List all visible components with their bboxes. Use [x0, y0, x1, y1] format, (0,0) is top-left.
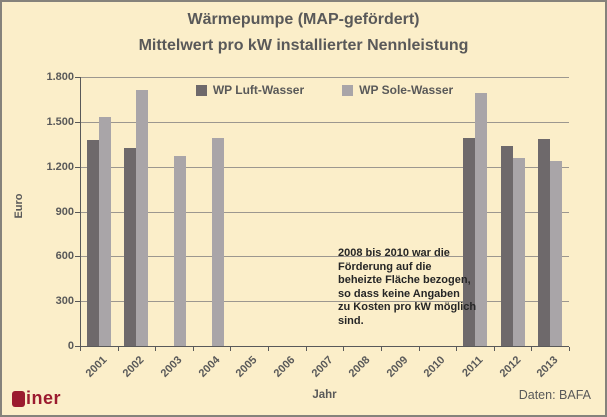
x-tick-label: 2001: [83, 354, 110, 380]
gridline: [80, 256, 569, 258]
bar-wp-sole-wasser-2003: [174, 156, 187, 346]
x-tick-mark: [418, 347, 420, 351]
legend-swatch-luft-wasser-icon: [195, 84, 207, 96]
bar-wp-luft-wasser-2011: [462, 138, 475, 346]
x-tick-label: 2007: [309, 354, 335, 380]
logo-mark-icon: [12, 390, 25, 407]
x-tick-label: 2005: [233, 354, 260, 380]
x-tick-label: 2010: [422, 354, 448, 380]
legend-item-sole-wasser: WP Sole-Wasser: [342, 83, 453, 97]
annotation-note: 2008 bis 2010 war die Förderung auf die …: [338, 247, 477, 327]
bar-wp-luft-wasser-2012: [500, 145, 513, 346]
y-axis-title: Euro: [13, 193, 25, 219]
legend-item-luft-wasser: WP Luft-Wasser: [195, 83, 305, 97]
y-tick-mark: [75, 346, 80, 347]
bar-wp-sole-wasser-2002: [136, 90, 149, 346]
x-tick-label: 2012: [497, 354, 524, 380]
x-tick-label: 2009: [384, 354, 411, 380]
logo: iner: [12, 388, 61, 409]
gridline: [80, 121, 569, 123]
x-tick-label: 2002: [121, 354, 147, 380]
x-tick-mark: [155, 347, 157, 351]
x-tick-label: 2004: [196, 354, 223, 380]
y-tick-label: 1.200: [46, 160, 74, 173]
y-tick-mark: [75, 166, 80, 168]
y-tick-mark: [75, 301, 80, 303]
gridline: [80, 77, 569, 78]
y-tick-label: 1.500: [46, 115, 74, 128]
y-tick-mark: [75, 211, 80, 213]
y-tick-label: 300: [55, 295, 74, 308]
y-tick-mark: [75, 77, 80, 78]
legend-label-luft-wasser: WP Luft-Wasser: [212, 83, 305, 97]
chart-title: Wärmepumpe (MAP-gefördert) Mittelwert pr…: [2, 7, 605, 59]
x-tick-mark: [380, 347, 382, 351]
x-axis-title: Jahr: [312, 389, 337, 401]
x-tick-mark: [493, 347, 495, 351]
x-tick-mark: [192, 347, 194, 351]
chart-title-line1: Wärmepumpe (MAP-gefördert): [187, 11, 420, 28]
bar-wp-luft-wasser-2013: [538, 139, 551, 346]
x-tick-label: 2003: [158, 354, 185, 380]
x-tick-label: 2006: [271, 354, 298, 380]
x-tick-mark: [531, 347, 533, 351]
x-tick-label: 2013: [534, 354, 561, 380]
bar-wp-sole-wasser-2011: [474, 92, 487, 346]
x-tick-label: 2011: [460, 354, 486, 380]
gridline: [80, 166, 569, 168]
legend-swatch-sole-wasser-icon: [342, 84, 354, 96]
x-tick-mark: [343, 347, 345, 351]
bar-wp-luft-wasser-2001: [86, 139, 99, 346]
gridline: [80, 301, 569, 303]
x-tick-mark: [117, 347, 119, 351]
bar-wp-sole-wasser-2013: [550, 161, 563, 346]
bar-wp-sole-wasser-2012: [512, 158, 525, 346]
y-axis-line: [80, 77, 81, 346]
x-tick-mark: [456, 347, 458, 351]
x-tick-mark: [569, 347, 570, 351]
chart-title-line2: Mittelwert pro kW installierter Nennleis…: [138, 37, 469, 54]
y-tick-label: 900: [55, 205, 74, 218]
source-credit: Daten: BAFA: [518, 388, 591, 402]
bar-wp-luft-wasser-2002: [124, 147, 137, 346]
y-tick-label: 1.800: [46, 71, 74, 83]
y-tick-label: 600: [55, 250, 74, 263]
y-tick-mark: [75, 256, 80, 258]
x-tick-label: 2008: [346, 354, 373, 380]
bar-wp-sole-wasser-2004: [211, 137, 224, 346]
x-tick-mark: [268, 347, 270, 351]
legend: WP Luft-Wasser WP Sole-Wasser: [80, 83, 569, 97]
x-axis-line: [80, 346, 569, 347]
bar-wp-sole-wasser-2001: [98, 116, 111, 346]
gridline: [80, 211, 569, 213]
y-tick-label: 0: [67, 340, 74, 352]
x-tick-mark: [80, 347, 81, 351]
logo-text: iner: [26, 388, 62, 408]
legend-label-sole-wasser: WP Sole-Wasser: [359, 83, 454, 97]
x-tick-mark: [305, 347, 307, 351]
y-tick-mark: [75, 121, 80, 123]
x-tick-mark: [230, 347, 232, 351]
